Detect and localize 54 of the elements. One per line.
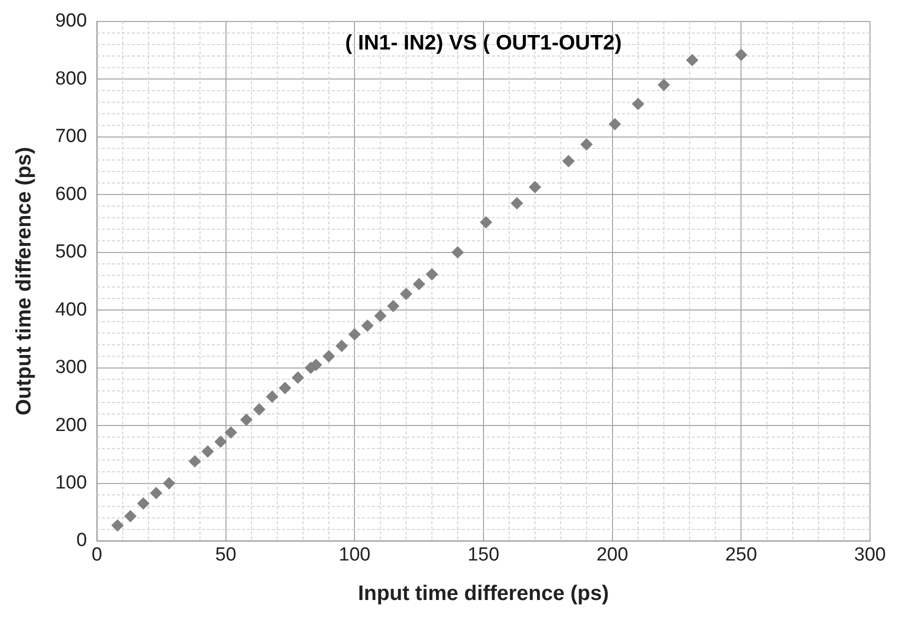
point — [124, 510, 136, 522]
x-tick-label: 100 — [338, 544, 370, 566]
point — [137, 497, 150, 510]
point — [292, 372, 304, 384]
point — [413, 278, 426, 290]
y-tick-label: 900 — [55, 10, 87, 32]
point — [214, 436, 227, 448]
x-axis-title: Input time difference (ps) — [358, 582, 609, 606]
point — [266, 390, 278, 403]
x-tick-label: 200 — [596, 544, 628, 566]
point — [240, 414, 252, 426]
point — [562, 155, 574, 168]
point — [686, 54, 698, 66]
point — [224, 426, 237, 438]
point — [348, 328, 361, 340]
point — [202, 446, 214, 458]
y-tick-label: 200 — [55, 414, 87, 436]
point — [480, 216, 492, 228]
y-tick-label: 600 — [55, 184, 87, 205]
y-tick-label: 400 — [55, 299, 87, 320]
x-tick-label: 250 — [725, 544, 757, 566]
point — [279, 382, 292, 394]
point — [387, 300, 400, 312]
x-tick-label: 0 — [92, 544, 102, 566]
point — [528, 181, 541, 194]
y-tick-label: 0 — [76, 530, 87, 552]
x-tick-label: 300 — [854, 544, 886, 566]
point — [400, 288, 412, 300]
x-tick-label: 50 — [215, 544, 236, 566]
point — [510, 197, 523, 210]
point — [112, 519, 124, 532]
y-tick-label: 300 — [55, 357, 87, 378]
point — [658, 78, 670, 91]
point — [253, 403, 266, 416]
point — [580, 138, 593, 150]
point — [163, 477, 176, 490]
point — [336, 340, 348, 352]
point — [452, 246, 464, 258]
y-tick-label: 500 — [55, 242, 87, 263]
point — [322, 350, 335, 362]
text: ( IN1- IN2) VS ( OUT1-OUT2) — [345, 32, 622, 55]
point — [426, 268, 438, 280]
point — [188, 455, 201, 468]
y-axis-title: Output time difference (ps) — [12, 147, 36, 416]
point — [150, 487, 162, 500]
x-tick-label: 150 — [468, 544, 500, 566]
y-tick-label: 700 — [55, 126, 87, 148]
point — [374, 310, 386, 322]
y-tick-label: 100 — [55, 472, 87, 494]
point — [632, 98, 644, 110]
y-tick-label: 800 — [55, 68, 87, 90]
point — [735, 48, 748, 61]
point — [361, 320, 374, 332]
point — [608, 118, 621, 130]
